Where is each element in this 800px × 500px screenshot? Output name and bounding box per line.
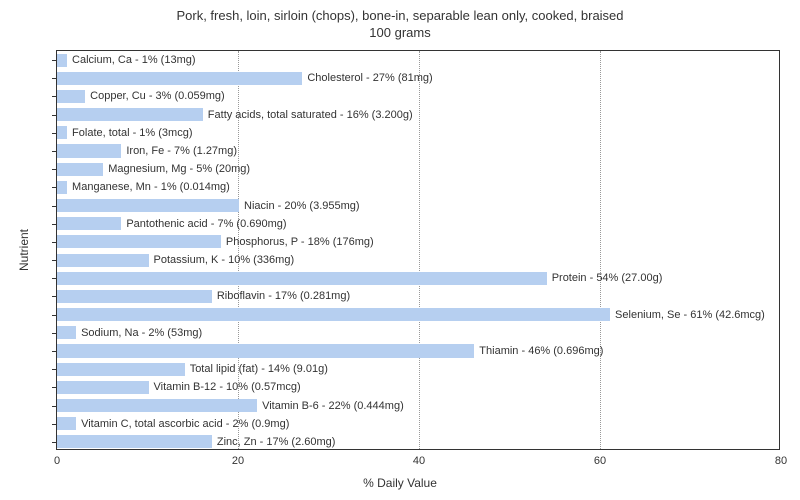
bar xyxy=(57,181,67,194)
bar-label: Copper, Cu - 3% (0.059mg) xyxy=(90,90,225,102)
x-gridline xyxy=(600,51,601,449)
bar xyxy=(57,435,212,448)
x-tick-label: 60 xyxy=(594,455,606,467)
nutrient-chart: Pork, fresh, loin, sirloin (chops), bone… xyxy=(0,0,800,500)
bar xyxy=(57,363,185,376)
bar xyxy=(57,272,547,285)
bar-label: Niacin - 20% (3.955mg) xyxy=(244,200,360,212)
bar xyxy=(57,344,474,357)
bar-label: Magnesium, Mg - 5% (20mg) xyxy=(108,163,250,175)
bar xyxy=(57,108,203,121)
bar xyxy=(57,235,221,248)
x-tick-label: 80 xyxy=(775,455,787,467)
bar-label: Potassium, K - 10% (336mg) xyxy=(154,254,295,266)
plot-area: 020406080Calcium, Ca - 1% (13mg)Choleste… xyxy=(56,50,780,450)
bar-label: Thiamin - 46% (0.696mg) xyxy=(479,345,603,357)
bar xyxy=(57,163,103,176)
bar-label: Protein - 54% (27.00g) xyxy=(552,272,663,284)
x-tick-label: 40 xyxy=(413,455,425,467)
x-axis-label: % Daily Value xyxy=(363,476,437,490)
bar-label: Folate, total - 1% (3mcg) xyxy=(72,127,192,139)
bar xyxy=(57,217,121,230)
bar-label: Iron, Fe - 7% (1.27mg) xyxy=(126,145,237,157)
bar-label: Calcium, Ca - 1% (13mg) xyxy=(72,54,195,66)
bar xyxy=(57,399,257,412)
bar-label: Zinc, Zn - 17% (2.60mg) xyxy=(217,436,336,448)
bar-label: Phosphorus, P - 18% (176mg) xyxy=(226,236,374,248)
bar xyxy=(57,326,76,339)
bar xyxy=(57,254,149,267)
x-tick-label: 20 xyxy=(232,455,244,467)
bar-label: Riboflavin - 17% (0.281mg) xyxy=(217,290,350,302)
bar-label: Sodium, Na - 2% (53mg) xyxy=(81,327,202,339)
bar-label: Vitamin B-6 - 22% (0.444mg) xyxy=(262,400,404,412)
x-tick-label: 0 xyxy=(54,455,60,467)
chart-title-line1: Pork, fresh, loin, sirloin (chops), bone… xyxy=(0,8,800,25)
chart-title-line2: 100 grams xyxy=(0,25,800,42)
bar xyxy=(57,90,85,103)
bar-label: Total lipid (fat) - 14% (9.01g) xyxy=(190,363,328,375)
bar-label: Fatty acids, total saturated - 16% (3.20… xyxy=(208,109,413,121)
bar-label: Manganese, Mn - 1% (0.014mg) xyxy=(72,181,230,193)
bar-label: Vitamin B-12 - 10% (0.57mcg) xyxy=(154,381,301,393)
bar xyxy=(57,308,610,321)
y-axis-label: Nutrient xyxy=(17,229,31,271)
bar-label: Pantothenic acid - 7% (0.690mg) xyxy=(126,218,286,230)
bar xyxy=(57,381,149,394)
bar xyxy=(57,417,76,430)
bar-label: Vitamin C, total ascorbic acid - 2% (0.9… xyxy=(81,418,289,430)
bar-label: Selenium, Se - 61% (42.6mcg) xyxy=(615,309,765,321)
bar xyxy=(57,290,212,303)
bar xyxy=(57,72,302,85)
x-gridline xyxy=(419,51,420,449)
bar xyxy=(57,199,239,212)
bar xyxy=(57,54,67,67)
bar xyxy=(57,126,67,139)
bar xyxy=(57,144,121,157)
chart-title: Pork, fresh, loin, sirloin (chops), bone… xyxy=(0,0,800,42)
bar-label: Cholesterol - 27% (81mg) xyxy=(307,72,432,84)
